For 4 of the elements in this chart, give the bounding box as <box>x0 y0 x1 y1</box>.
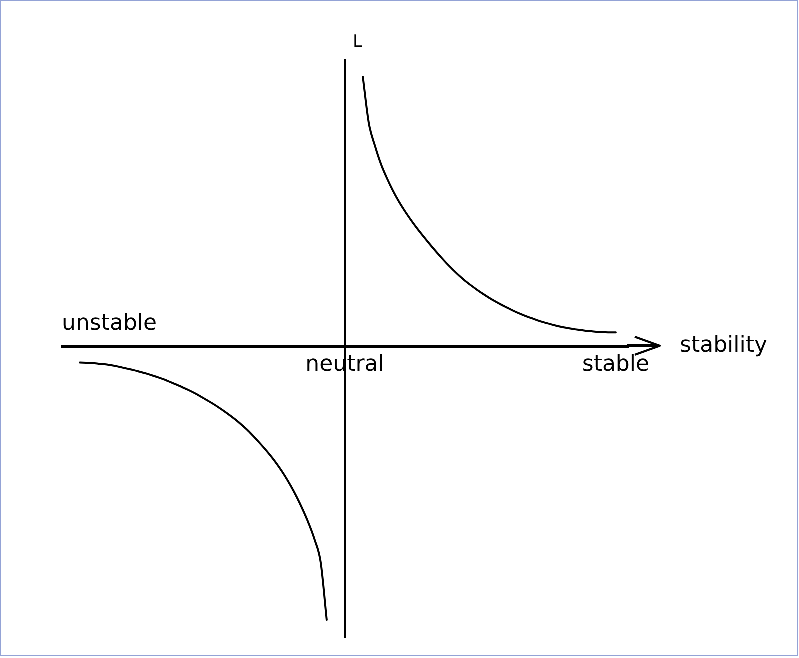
annotation: unstable <box>62 311 158 336</box>
y-axis-title: L <box>353 32 363 52</box>
x-tick-label: stable <box>582 352 650 377</box>
x-axis-title: stability <box>680 332 768 358</box>
